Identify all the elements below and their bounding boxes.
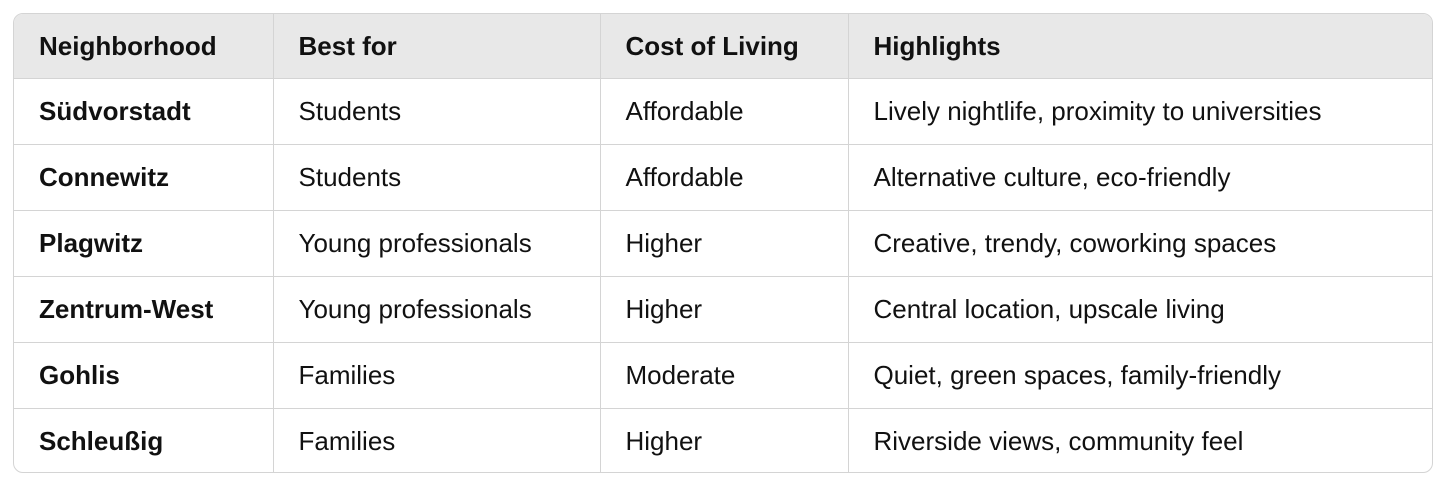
header-row: Neighborhood Best for Cost of Living Highli… [14,14,1432,79]
cell: Affordable [600,78,849,145]
header-cell: Highlights [848,14,1432,79]
cell: Higher [600,408,849,472]
row: Schleußig Families Higher Riverside views, … [14,408,1432,472]
table-container: Neighborhood Best for Cost of Living Highli… [13,13,1433,473]
cell: Affordable [600,144,849,211]
row: Zentrum-West Young professionals Higher Cen… [14,276,1432,343]
row: Südvorstadt Students Affordable Lively nigh… [14,78,1432,145]
cell: Students [273,144,601,211]
cell: Alternative culture, eco-friendly [848,144,1432,211]
table: Neighborhood Best for Cost of Living Highli… [14,14,1432,472]
row: Plagwitz Young professionals Higher Creativ… [14,210,1432,277]
header-cell: Neighborhood [14,14,274,79]
row: Gohlis Families Moderate Quiet, green space… [14,342,1432,409]
header-cell: Best for [273,14,601,79]
cell: Connewitz [14,144,274,211]
cell: Creative, trendy, coworking spaces [848,210,1432,277]
cell: Students [273,78,601,145]
cell: Gohlis [14,342,274,409]
cell: Südvorstadt [14,78,274,145]
row: Connewitz Students Affordable Alternative c… [14,144,1432,211]
cell: Young professionals [273,276,601,343]
cell: Families [273,342,601,409]
cell: Plagwitz [14,210,274,277]
cell: Young professionals [273,210,601,277]
cell: Riverside views, community feel [873,426,1244,456]
cell: Higher [600,210,849,277]
cell: Families [273,408,601,472]
cell: Schleußig [14,408,274,472]
cell: Moderate [600,342,849,409]
header-cell: Cost of Living [600,14,849,79]
cell: Zentrum-West [14,276,274,343]
cell: Central location, upscale living [848,276,1432,343]
cell: Higher [600,276,849,343]
cell: Quiet, green spaces, family-friendly [848,342,1432,409]
cell: Lively nightlife, proximity to universit… [848,78,1432,145]
